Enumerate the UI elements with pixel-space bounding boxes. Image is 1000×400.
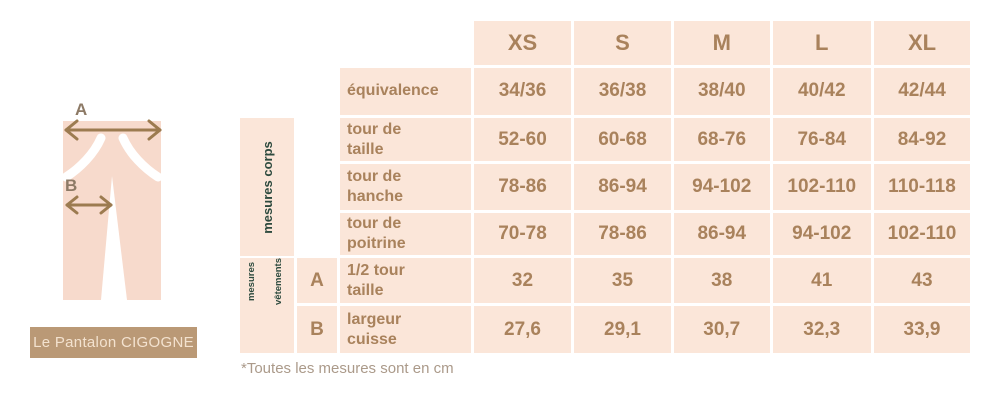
svg-text:B: B	[65, 176, 77, 195]
svg-text:A: A	[75, 100, 87, 119]
